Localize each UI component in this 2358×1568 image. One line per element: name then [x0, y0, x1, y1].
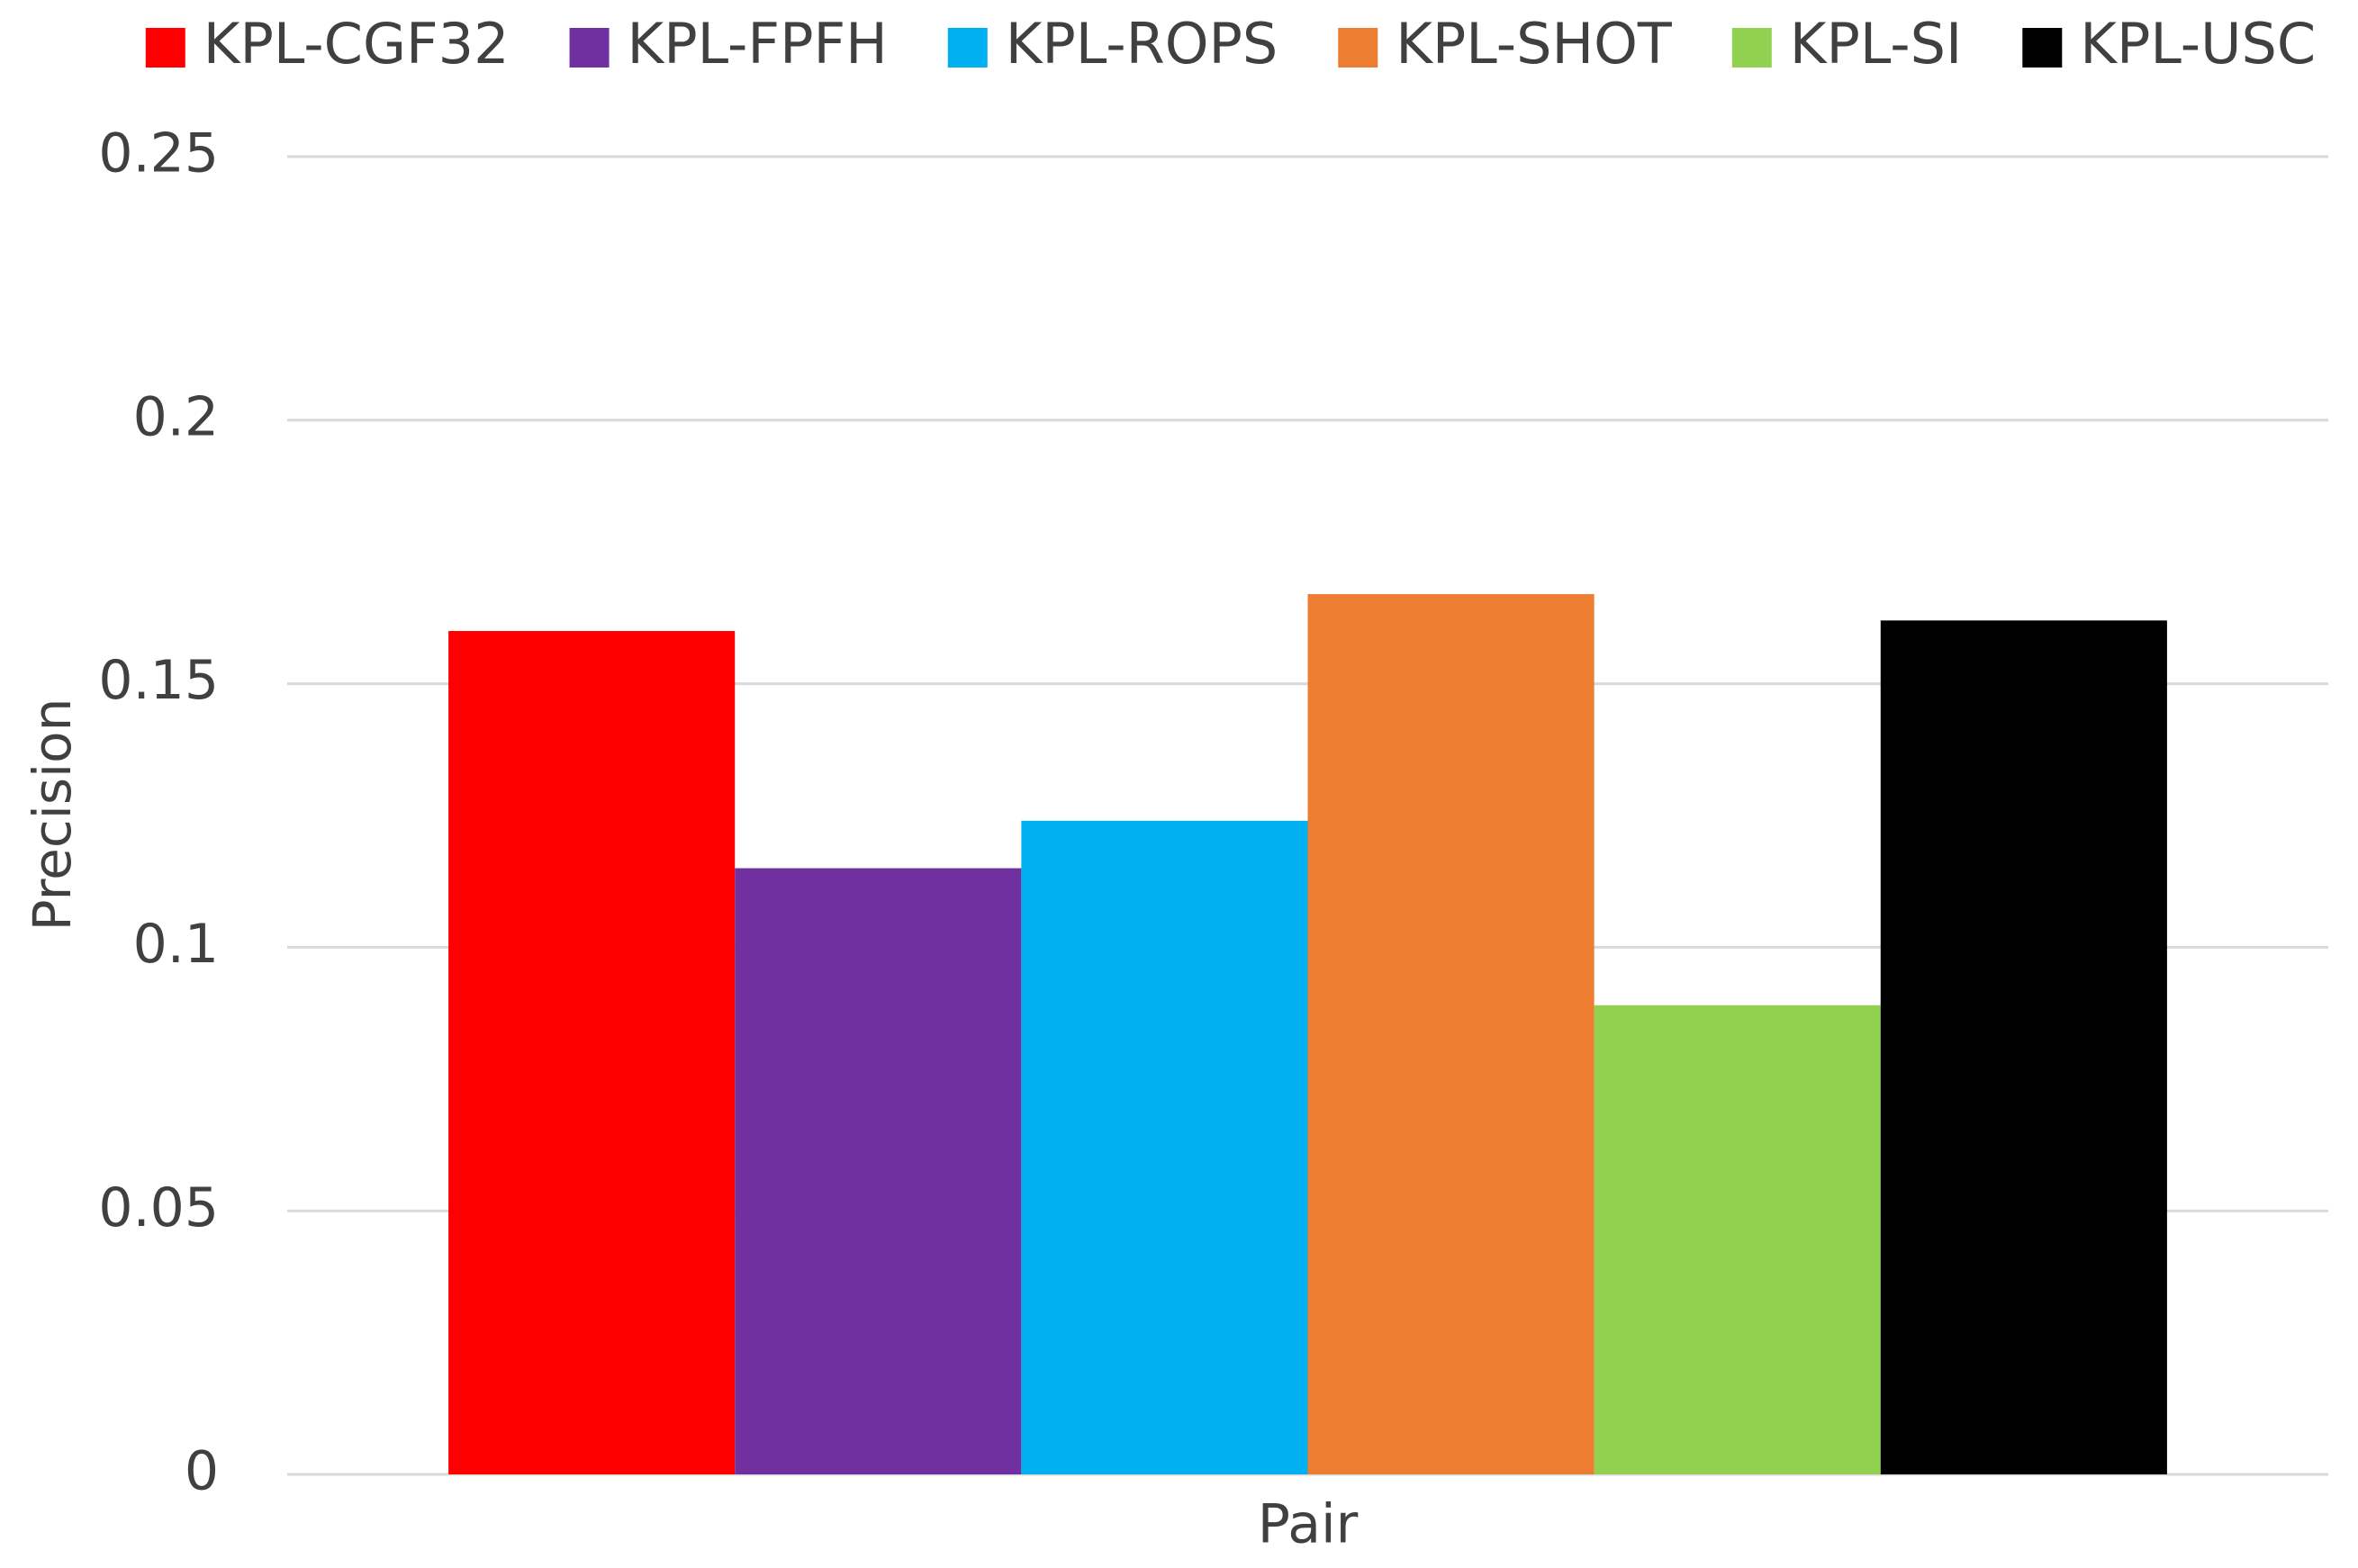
bar — [1594, 1005, 1881, 1474]
legend-marker — [1338, 28, 1378, 68]
legend-label: KPL-SI — [1790, 11, 1963, 77]
legend-label: KPL-CGF32 — [203, 11, 510, 77]
y-tick-label: 0.25 — [98, 122, 219, 185]
bar — [1880, 620, 2167, 1474]
bar — [735, 868, 1022, 1474]
y-tick-label: 0.05 — [98, 1176, 219, 1239]
y-tick-label: 0 — [185, 1440, 219, 1503]
bar — [1021, 820, 1308, 1474]
y-tick-label: 0.1 — [133, 913, 219, 976]
y-tick-label: 0.2 — [133, 385, 219, 448]
legend-marker — [145, 28, 185, 68]
bar — [1307, 594, 1595, 1474]
x-tick-label: Pair — [1258, 1493, 1359, 1556]
legend-label: KPL-USC — [2080, 11, 2316, 77]
y-axis-title: Precision — [22, 698, 83, 932]
legend-marker — [569, 28, 610, 68]
y-tick-label: 0.15 — [98, 649, 219, 712]
bar — [448, 631, 736, 1474]
legend-label: KPL-SHOT — [1396, 11, 1673, 77]
legend-label: KPL-FPFH — [628, 11, 888, 77]
legend-marker — [1731, 28, 1772, 68]
legend-marker — [2022, 28, 2063, 68]
legend-label: KPL-ROPS — [1006, 11, 1278, 77]
legend-marker — [947, 28, 988, 68]
